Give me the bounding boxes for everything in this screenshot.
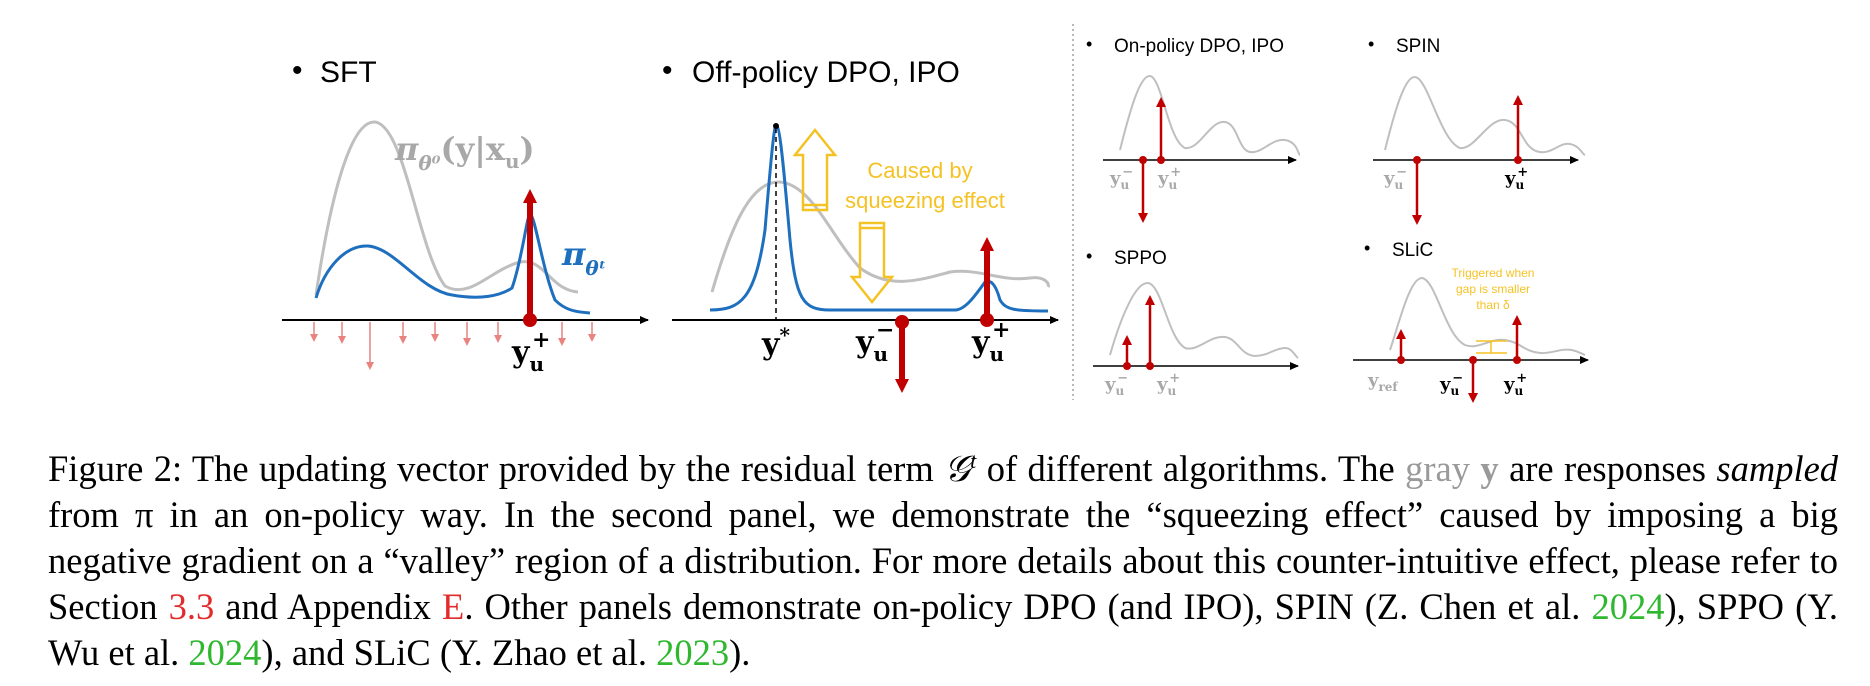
slic-note-line1: Triggered when xyxy=(1452,266,1535,280)
offpolicy-up-hollow-arrow xyxy=(792,127,838,212)
slic-note-line2: gap is smaller xyxy=(1456,282,1530,296)
sft-pit-label: πθᵗ xyxy=(561,235,606,280)
onpolicy-negative-point xyxy=(1139,156,1147,164)
sppo-yu-minus-label: yu− xyxy=(1104,371,1128,398)
offpolicy-yu-plus-label: yu+ xyxy=(971,317,1010,366)
slic-note-line3: than δ xyxy=(1476,298,1510,312)
onpolicy-yu-minus-label: yu− xyxy=(1109,165,1133,192)
slic-yu-minus-label: yu− xyxy=(1439,371,1463,398)
spin-yu-plus-label: yu+ xyxy=(1504,165,1528,192)
offpolicy-positive-point xyxy=(980,313,994,327)
slic-yu-plus-label: yu+ xyxy=(1503,371,1527,398)
sppo-positive-point xyxy=(1146,362,1154,370)
sft-pi0-label: πθ⁰(y|xu) xyxy=(394,130,535,175)
sppo-negative-point xyxy=(1123,362,1131,370)
onpolicy-distribution-curve xyxy=(1119,75,1301,156)
sft-title: SFT xyxy=(320,56,377,89)
offpolicy-peak-dot xyxy=(773,123,779,129)
panel-slic: • SLiC Triggered when gap is smaller tha… xyxy=(1353,238,1589,403)
spin-title: SPIN xyxy=(1396,36,1440,57)
caption-figure-label: Figure 2: xyxy=(48,448,183,490)
spin-distribution-curve xyxy=(1384,76,1586,156)
spin-negative-point xyxy=(1413,156,1421,164)
sft-positive-point xyxy=(523,313,537,327)
offpolicy-ystar-label: y* xyxy=(761,323,790,362)
offpolicy-updated-distribution-curve xyxy=(709,123,1049,313)
onpolicy-positive-point xyxy=(1157,156,1165,164)
panel-offpolicy-dpo: • Off-policy DPO, IPO Caused by squeezin… xyxy=(662,54,1059,393)
citation-zhao-2023[interactable]: 2023 xyxy=(656,632,730,674)
panel-onpolicy-dpo: • On-policy DPO, IPO yu− yu+ xyxy=(1086,34,1301,223)
sft-yu-plus-label: yu+ xyxy=(511,327,550,376)
citation-wu-2024[interactable]: 2024 xyxy=(188,632,262,674)
panel-spin: • SPIN yu− yu+ xyxy=(1368,34,1586,225)
citation-chen-2024[interactable]: 2024 xyxy=(1591,586,1665,628)
offpolicy-yu-minus-label: yu− xyxy=(855,317,894,366)
offpolicy-initial-distribution-curve xyxy=(710,180,1050,293)
sft-small-negative-arrows xyxy=(310,322,596,370)
sppo-title: SPPO xyxy=(1114,248,1167,269)
panel-sppo: • SPPO yu− yu+ xyxy=(1086,246,1299,398)
slic-positive-point xyxy=(1513,356,1521,364)
sppo-yu-plus-label: yu+ xyxy=(1156,371,1180,398)
spin-yu-minus-label: yu− xyxy=(1383,165,1407,192)
onpolicy-yu-plus-label: yu+ xyxy=(1157,165,1181,192)
slic-bullet: • xyxy=(1364,238,1370,258)
offpolicy-annotation-line2: squeezing effect xyxy=(845,188,1005,213)
sppo-distribution-curve xyxy=(1109,281,1299,359)
offpolicy-bullet: • xyxy=(662,54,673,87)
slic-yref-label: yref xyxy=(1367,370,1398,394)
panel-sft: • SFT πθ⁰(y|xu) πθᵗ yu+ xyxy=(282,54,649,376)
figure-2-diagram: • SFT πθ⁰(y|xu) πθᵗ yu+ • Off-policy DPO… xyxy=(282,24,1589,403)
offpolicy-negative-point xyxy=(895,315,909,329)
offpolicy-title: Off-policy DPO, IPO xyxy=(692,56,960,89)
offpolicy-down-hollow-arrow xyxy=(849,221,895,305)
onpolicy-title: On-policy DPO, IPO xyxy=(1114,36,1284,57)
sft-updated-distribution-curve xyxy=(314,212,591,315)
section-ref-link[interactable]: 3.3 xyxy=(168,586,215,628)
slic-negative-point xyxy=(1469,356,1477,364)
offpolicy-annotation-line1: Caused by xyxy=(867,158,972,183)
slic-distribution-curve xyxy=(1389,276,1586,356)
slic-title: SLiC xyxy=(1392,240,1433,261)
spin-positive-point xyxy=(1514,156,1522,164)
spin-bullet: • xyxy=(1368,34,1374,54)
sppo-bullet: • xyxy=(1086,246,1092,266)
onpolicy-bullet: • xyxy=(1086,34,1092,54)
appendix-ref-link[interactable]: E xyxy=(442,586,465,628)
figure-caption: Figure 2: The updating vector provided b… xyxy=(48,448,1839,674)
slic-gap-bracket xyxy=(1476,340,1507,354)
slic-ref-point xyxy=(1397,356,1405,364)
sft-bullet: • xyxy=(292,54,303,87)
caption-g-symbol: 𝒢t xyxy=(944,448,977,490)
